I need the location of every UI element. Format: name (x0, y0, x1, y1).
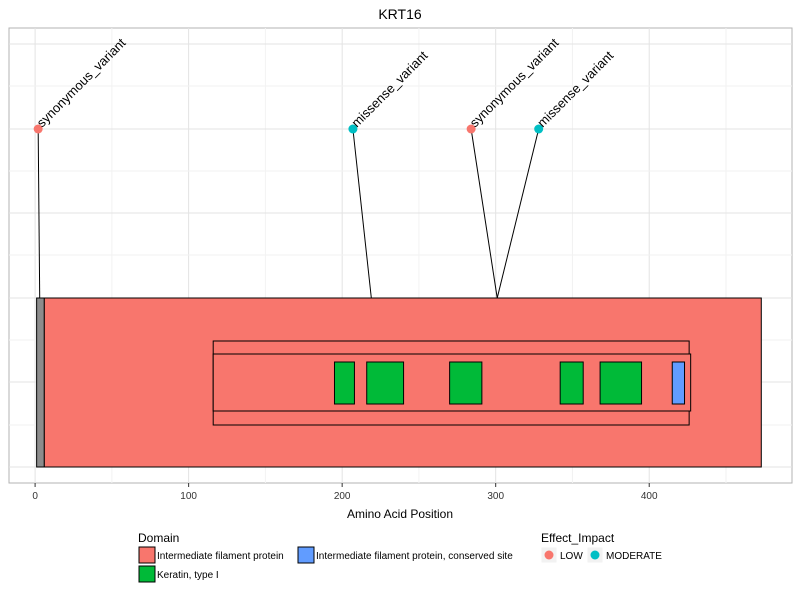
conserved-site-domain (672, 362, 684, 404)
legend-label-conserved-site: Intermediate filament protein, conserved… (316, 551, 513, 562)
x-tick-label: 100 (180, 491, 197, 502)
domain-legend-title: Domain (138, 531, 179, 545)
domain-boxes (37, 298, 762, 467)
keratin-domain (600, 362, 641, 404)
legend-key-intermediate-filament (139, 547, 155, 563)
keratin-domain (334, 362, 354, 404)
x-tick-label: 0 (32, 491, 38, 502)
protein-backbone (37, 298, 45, 467)
legend-key-keratin (139, 566, 155, 582)
legend-label-keratin: Keratin, type I (157, 570, 219, 581)
x-axis-title: Amino Acid Position (347, 507, 453, 521)
legend-label-low: LOW (560, 551, 583, 562)
legend-label-moderate: MODERATE (606, 551, 662, 562)
keratin-domain (450, 362, 482, 404)
chart-title: KRT16 (378, 6, 422, 22)
x-tick-label: 300 (487, 491, 504, 502)
legend-key-conserved-site (298, 547, 314, 563)
x-tick-label: 400 (641, 491, 658, 502)
domain-legend: Domain Intermediate filament protein Int… (138, 531, 513, 582)
impact-legend-title: Effect_Impact (541, 531, 615, 545)
x-tick-label: 200 (334, 491, 351, 502)
keratin-domain (367, 362, 404, 404)
legend-key-moderate (591, 551, 600, 560)
impact-legend: Effect_Impact LOW MODERATE (541, 531, 662, 563)
keratin-domain (560, 362, 583, 404)
legend-key-low (545, 551, 554, 560)
legend-label-intermediate-filament: Intermediate filament protein (157, 551, 284, 562)
x-axis-ticks: 0 100 200 300 400 (32, 483, 658, 502)
